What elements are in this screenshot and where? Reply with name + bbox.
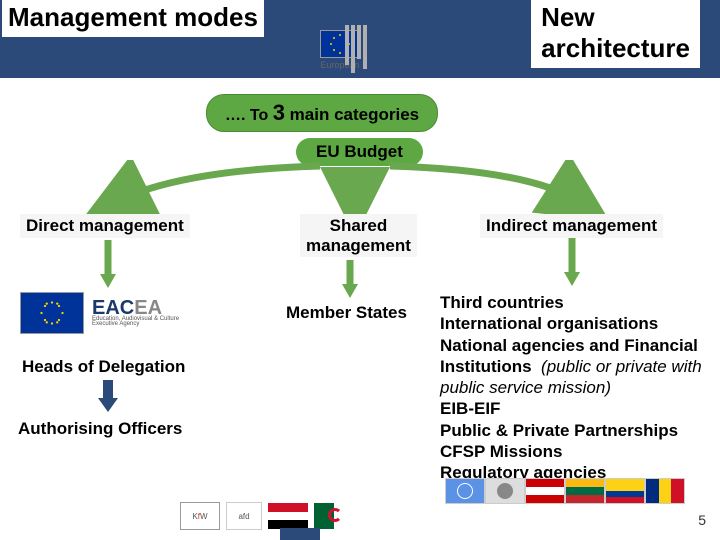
lithuania-flag-icon (565, 478, 605, 504)
algeria-flag-icon (314, 503, 354, 529)
subtitle-suffix: main categories (285, 105, 419, 124)
center-arrow (338, 260, 362, 300)
page-number: 5 (698, 512, 706, 528)
flag-2-icon (485, 478, 525, 504)
right-body-2: EIB-EIF Public & Private Partnerships CF… (440, 399, 678, 482)
eu-flag-icon (20, 292, 84, 334)
bottom-accent-bar (280, 528, 320, 540)
flag-3-icon (525, 478, 565, 504)
colombia-flag-icon (605, 478, 645, 504)
afd-logo: afd (226, 502, 262, 530)
title-left: Management modes (2, 0, 264, 37)
header-bar: Management modes New architecture Europe… (0, 0, 720, 78)
subtitle-pill: …. To 3 main categories (206, 94, 438, 132)
un-flag-icon (445, 478, 485, 504)
romania-flag-icon (645, 478, 685, 504)
subtitle-prefix: …. To (225, 107, 273, 124)
left-arrow-2 (96, 380, 120, 414)
kfw-logo: KfW (180, 502, 220, 530)
egypt-flag-icon (268, 503, 308, 529)
col-center-bottom: Member States (286, 302, 407, 323)
footer-logos: KfW afd (180, 502, 354, 530)
eacea-logo: EACEA Education, Audiovisual & CultureEx… (92, 299, 179, 328)
col-center-title: Shared management (300, 214, 417, 257)
left-arrow-1 (96, 240, 120, 290)
branch-arrows (60, 160, 640, 215)
subtitle-number: 3 (273, 100, 285, 125)
col-left-bottom: Authorising Officers (18, 418, 182, 439)
title-right: New architecture (531, 0, 700, 68)
right-arrow (560, 238, 584, 288)
ec-logo: European (300, 30, 380, 85)
col-left-title: Direct management (20, 214, 190, 238)
footer-flags (445, 478, 685, 504)
col-left-mid: Heads of Delegation (22, 356, 185, 377)
col-right-title: Indirect management (480, 214, 663, 238)
col-right-body: Third countries International organisati… (440, 292, 715, 483)
left-logos: EACEA Education, Audiovisual & CultureEx… (20, 292, 179, 334)
